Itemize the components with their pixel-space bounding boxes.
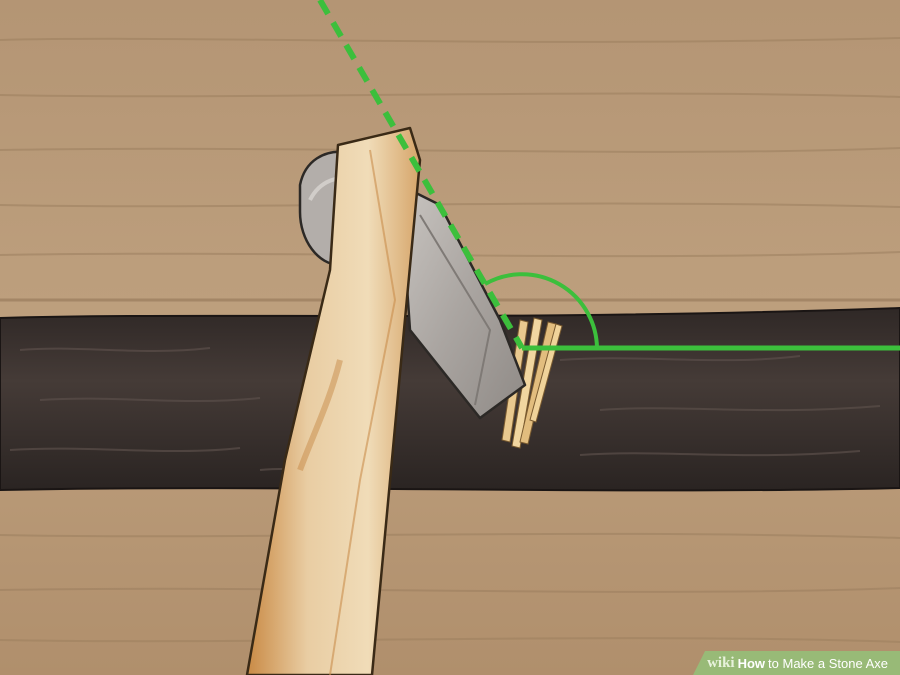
wikihow-watermark: wiki How to Make a Stone Axe [693,651,900,675]
watermark-title: to Make a Stone Axe [768,655,888,671]
watermark-title-bold: How [737,655,766,671]
wikihow-logo: wiki [707,654,735,671]
angle-guide [317,0,900,351]
axe-handle [245,126,422,675]
log [0,306,900,492]
wood-grain [0,37,900,643]
